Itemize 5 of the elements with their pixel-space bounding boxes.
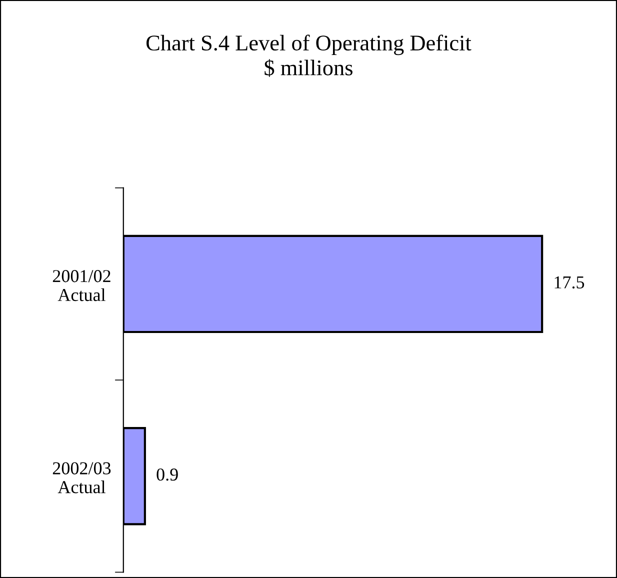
y-tick-label: 2002/03 Actual bbox=[52, 462, 111, 494]
data-label: 0.9 bbox=[156, 468, 178, 481]
data-label: 17.5 bbox=[554, 276, 584, 289]
y-tick-label: 2001/02 Actual bbox=[52, 270, 110, 302]
chart-title: Chart S.4 Level of Operating Deficit $ millions bbox=[146, 34, 472, 77]
